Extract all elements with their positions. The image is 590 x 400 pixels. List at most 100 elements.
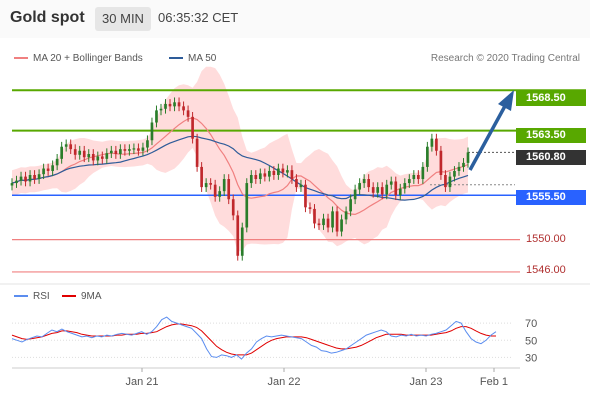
- candle-body: [326, 218, 330, 228]
- candle-body: [430, 138, 434, 147]
- candle-body: [258, 173, 262, 180]
- candle-body: [195, 138, 199, 167]
- candle-body: [128, 149, 131, 151]
- candle-body: [60, 146, 64, 159]
- candle-body: [407, 179, 411, 184]
- legend-rsi-ma: 9MA: [62, 291, 102, 302]
- candle-body: [42, 168, 45, 175]
- legend-ma20-bollinger: MA 20 + Bollinger Bands: [14, 53, 143, 64]
- candle-body: [439, 150, 443, 175]
- candle-body: [204, 183, 208, 188]
- candle-body: [109, 150, 113, 154]
- candle-body: [28, 175, 32, 182]
- support-label-2: 1546.00: [526, 264, 566, 276]
- support-label-1: 1550.00: [526, 233, 566, 245]
- rsi-line: [11, 316, 497, 360]
- ma50-line: [11, 135, 469, 201]
- timeframe-button[interactable]: 30 MIN: [95, 7, 151, 31]
- candle-body: [132, 148, 136, 150]
- candle-body: [222, 179, 226, 192]
- candle-body: [453, 170, 456, 177]
- candle-body: [137, 148, 140, 151]
- candle-body: [173, 102, 176, 107]
- candle-body: [105, 153, 109, 159]
- candle-body: [100, 156, 104, 159]
- legend-rsi-ma-swatch: [62, 295, 76, 298]
- candle-body: [466, 152, 470, 163]
- candle-body: [394, 181, 398, 196]
- candle-body: [191, 116, 194, 139]
- candle-body: [457, 166, 461, 171]
- x-tick-label: Jan 21: [125, 376, 158, 388]
- legend-ma20-swatch: [14, 57, 28, 60]
- candle-body: [55, 158, 59, 166]
- candle-body: [200, 166, 203, 188]
- candle-body: [33, 175, 36, 180]
- candle-body: [245, 183, 249, 228]
- candle-body: [367, 179, 371, 188]
- candle-body: [358, 183, 361, 190]
- x-tick-label: Feb 1: [480, 376, 508, 388]
- candle-body: [331, 211, 334, 228]
- candle-body: [15, 180, 18, 184]
- candle-body: [159, 108, 163, 111]
- candle-body: [421, 166, 425, 180]
- legend-rsi-label: RSI: [33, 291, 50, 302]
- candle-body: [209, 183, 212, 185]
- candle-body: [448, 176, 452, 188]
- candle-body: [218, 191, 222, 197]
- candle-body: [24, 176, 27, 182]
- candle-body: [240, 227, 244, 256]
- candle-body: [416, 175, 420, 180]
- candle-body: [91, 154, 95, 161]
- candle-body: [150, 122, 154, 141]
- candle-body: [403, 183, 407, 189]
- candle-body: [164, 103, 167, 109]
- candle-body: [64, 144, 68, 147]
- candle-body: [272, 170, 276, 175]
- candle-body: [114, 150, 118, 154]
- candle-body: [146, 140, 149, 148]
- legend-ma20-label: MA 20 + Bollinger Bands: [33, 53, 143, 64]
- candle-body: [78, 150, 82, 155]
- bollinger-band: [12, 66, 468, 252]
- candle-body: [295, 179, 298, 188]
- projection-arrow: [468, 105, 507, 171]
- candle-body: [177, 102, 181, 107]
- candle-body: [254, 175, 258, 180]
- candle-body: [412, 175, 416, 180]
- legend-rsi: RSI: [14, 291, 50, 302]
- candle-body: [317, 223, 321, 226]
- legend-ma50-swatch: [169, 57, 183, 60]
- candle-body: [82, 150, 86, 158]
- candle-body: [141, 147, 145, 151]
- candle-body: [335, 211, 339, 232]
- candle-body: [304, 184, 307, 208]
- candle-body: [286, 170, 289, 173]
- legend-ma50: MA 50: [169, 53, 216, 64]
- candle-body: [277, 168, 280, 175]
- candle-body: [380, 187, 384, 195]
- projection-arrowhead: [498, 90, 514, 111]
- candle-body: [290, 170, 294, 180]
- candle-body: [182, 106, 185, 111]
- rsi-tick-label: 50: [525, 335, 537, 347]
- chart-time: 06:35:32 CET: [158, 10, 239, 25]
- candle-body: [376, 187, 380, 193]
- candle-body: [231, 199, 235, 216]
- chart-header: Gold spot 30 MIN 06:35:32 CET: [0, 0, 590, 38]
- candle-body: [444, 175, 447, 188]
- candle-body: [96, 156, 100, 161]
- candle-body: [435, 138, 438, 151]
- candle-body: [51, 165, 54, 171]
- legend-rsi-swatch: [14, 295, 28, 298]
- legend-ma50-label: MA 50: [188, 53, 217, 64]
- candle-body: [426, 146, 429, 167]
- candle-body: [249, 175, 253, 184]
- candle-body: [123, 149, 127, 151]
- candle-body: [268, 170, 271, 177]
- candle-body: [462, 162, 465, 167]
- candle-body: [19, 176, 23, 181]
- resistance-label-1: 1568.50: [516, 91, 586, 106]
